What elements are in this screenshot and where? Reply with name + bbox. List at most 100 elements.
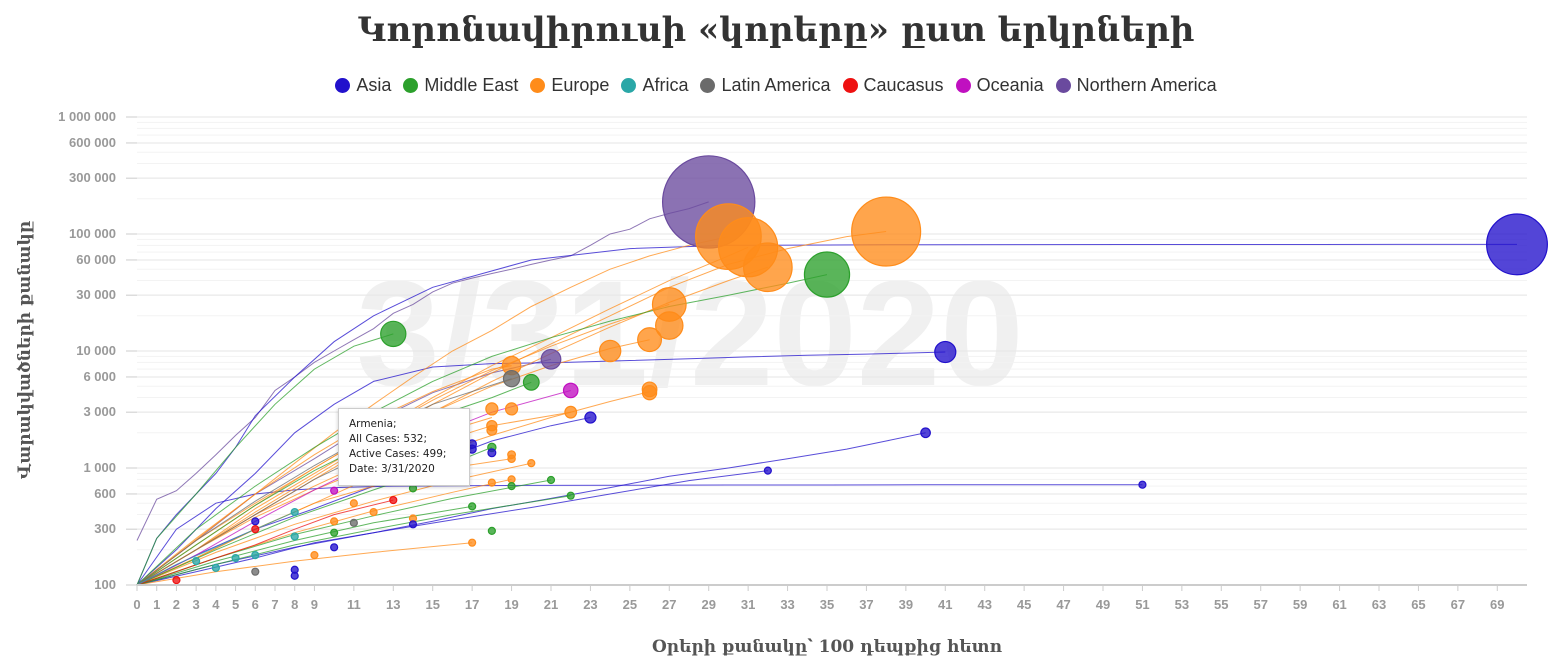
legend-label: Oceania <box>976 75 1044 95</box>
x-tick-label: 21 <box>544 597 558 612</box>
bubble-point-middle-east <box>522 373 540 391</box>
y-tick-label: 60 000 <box>76 252 116 267</box>
x-tick-label: 17 <box>465 597 479 612</box>
bubble-point-asia <box>251 517 260 526</box>
legend-item-latin-america[interactable]: Latin America <box>700 75 831 96</box>
legend-item-northern-america[interactable]: Northern America <box>1055 75 1217 96</box>
bubble-point-asia <box>290 571 299 580</box>
series-line <box>136 333 394 586</box>
legend-dot-icon <box>700 78 716 93</box>
bubble-point-europe <box>527 459 536 468</box>
legend-label: Caucasus <box>863 75 944 95</box>
x-tick-label: 0 <box>133 597 140 612</box>
x-tick-label: 4 <box>212 597 220 612</box>
y-tick-label: 600 000 <box>69 135 116 150</box>
legend-item-caucasus[interactable]: Caucasus <box>842 75 944 96</box>
bubble-point-middle-east <box>507 482 516 491</box>
bubble-point-asia <box>934 340 957 364</box>
x-tick-label: 35 <box>820 597 834 612</box>
series-line <box>136 378 512 586</box>
tooltip-line: Active Cases: 499; <box>349 448 447 460</box>
legend-label: Europe <box>551 75 610 95</box>
legend-label: Latin America <box>721 75 831 95</box>
legend-label: Middle East <box>424 75 519 95</box>
series-line <box>136 542 473 586</box>
legend-dot-icon <box>403 78 419 93</box>
x-tick-label: 8 <box>291 597 298 612</box>
x-tick-label: 2 <box>173 597 180 612</box>
x-tick-label: 15 <box>425 597 439 612</box>
x-tick-label: 29 <box>701 597 715 612</box>
bubble-point-northern-america <box>540 348 562 370</box>
y-tick-label: 6 000 <box>83 369 116 384</box>
x-tick-label: 47 <box>1056 597 1070 612</box>
x-tick-label: 31 <box>741 597 755 612</box>
y-tick-label: 100 000 <box>69 226 116 241</box>
series-line <box>136 511 295 586</box>
y-tick-label: 100 <box>94 577 116 592</box>
bubble-point-europe <box>507 475 516 484</box>
legend-item-africa[interactable]: Africa <box>621 75 688 96</box>
y-axis-title: Վարակվածների քանակը <box>15 220 35 479</box>
x-tick-label: 69 <box>1490 597 1504 612</box>
bubble-point-africa <box>290 532 299 541</box>
bubble-point-europe <box>507 454 516 464</box>
bubble-point-middle-east <box>487 526 496 535</box>
legend-item-oceania[interactable]: Oceania <box>955 75 1044 96</box>
bubble-point-europe <box>742 242 793 293</box>
x-tick-label: 51 <box>1135 597 1149 612</box>
x-tick-label: 33 <box>780 597 794 612</box>
series-line <box>136 499 394 586</box>
legend-item-asia[interactable]: Asia <box>335 75 391 96</box>
bubble-point-europe <box>641 385 658 401</box>
x-tick-label: 53 <box>1175 597 1189 612</box>
x-tick-label: 7 <box>271 597 278 612</box>
bubble-point-europe <box>655 311 684 340</box>
y-tick-label: 10 000 <box>76 343 116 358</box>
x-tick-label: 5 <box>232 597 239 612</box>
bubble-point-europe <box>485 402 499 416</box>
tooltip-line: Date: 3/31/2020 <box>349 463 435 475</box>
bubble-point-asia <box>763 466 772 475</box>
series-line <box>136 470 768 586</box>
hover-tooltip: Armenia; All Cases: 532; Active Cases: 4… <box>338 408 470 486</box>
legend-label: Asia <box>356 75 392 95</box>
x-tick-label: 45 <box>1017 597 1031 612</box>
bubble-point-latin-america <box>502 369 521 388</box>
bubble-point-oceania <box>330 486 339 495</box>
legend-item-europe[interactable]: Europe <box>530 75 609 96</box>
bubble-point-europe <box>486 424 498 436</box>
chart-title: Կորոնավիրուսի «կորերը» ըստ երկրների <box>357 10 1195 50</box>
legend-dot-icon <box>1055 78 1071 93</box>
bubble-point-africa <box>192 557 201 566</box>
legend-item-middle-east[interactable]: Middle East <box>403 75 518 96</box>
bubble-point-oceania <box>562 382 579 399</box>
bubble-point-europe <box>564 405 578 419</box>
bubble-point-europe <box>349 499 358 508</box>
legend-dot-icon <box>955 78 971 93</box>
legend-label: Northern America <box>1076 75 1217 95</box>
x-tick-label: 6 <box>252 597 259 612</box>
bubble-point-latin-america <box>349 518 358 527</box>
legend-dot-icon <box>530 78 546 93</box>
y-tick-label: 3 000 <box>83 404 116 419</box>
x-tick-label: 43 <box>977 597 991 612</box>
bubble-point-europe <box>851 196 922 267</box>
bubble-point-middle-east <box>330 528 339 537</box>
bubble-points <box>172 155 1548 585</box>
bubble-point-europe <box>504 402 519 416</box>
bubble-point-latin-america <box>251 567 260 576</box>
bubble-point-europe <box>637 327 663 353</box>
bubble-point-middle-east <box>468 502 477 511</box>
series-line <box>136 246 749 586</box>
x-tick-label: 39 <box>899 597 913 612</box>
x-tick-label: 23 <box>583 597 597 612</box>
legend-dot-icon <box>621 78 637 93</box>
bubble-point-europe <box>468 538 477 547</box>
bubble-point-europe <box>330 517 339 526</box>
x-tick-label: 41 <box>938 597 952 612</box>
x-tick-label: 49 <box>1096 597 1110 612</box>
bubble-point-asia <box>408 520 418 529</box>
y-tick-label: 300 000 <box>69 170 116 185</box>
legend-dot-icon <box>842 78 858 93</box>
